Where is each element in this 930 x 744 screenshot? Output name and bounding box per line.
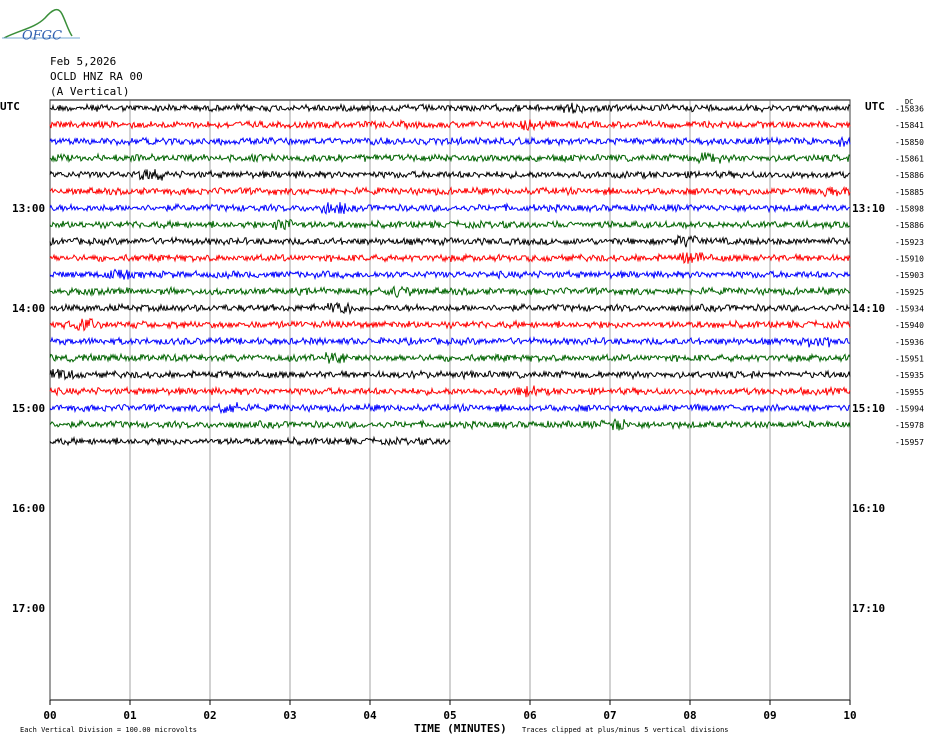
trace bbox=[49, 118, 851, 132]
left-hour-label: 16:00 bbox=[12, 502, 45, 515]
right-hour-label: 17:10 bbox=[852, 602, 885, 615]
left-utc: UTC bbox=[0, 100, 20, 113]
trace bbox=[49, 152, 851, 165]
dc-offset: -15957 bbox=[895, 438, 924, 447]
x-tick-label: 04 bbox=[363, 709, 377, 722]
x-tick-label: 08 bbox=[683, 709, 696, 722]
left-hour-label: 17:00 bbox=[12, 602, 45, 615]
trace bbox=[49, 418, 851, 431]
dc-offset: -15934 bbox=[895, 305, 924, 314]
x-tick-label: 10 bbox=[843, 709, 856, 722]
x-tick-label: 01 bbox=[123, 709, 137, 722]
trace bbox=[49, 102, 851, 115]
dc-offset: -15925 bbox=[895, 288, 924, 297]
trace bbox=[49, 301, 851, 315]
dc-offset: -15850 bbox=[895, 138, 924, 147]
x-tick-label: 07 bbox=[603, 709, 616, 722]
x-tick-label: 09 bbox=[763, 709, 776, 722]
left-hour-label: 13:00 bbox=[12, 202, 45, 215]
right-hour-label: 16:10 bbox=[852, 502, 885, 515]
right-hour-label: 14:10 bbox=[852, 302, 885, 315]
dc-offset: -15935 bbox=[895, 371, 924, 380]
x-axis-label: TIME (MINUTES) bbox=[414, 722, 507, 735]
date: Feb 5,2026 bbox=[50, 55, 116, 68]
x-tick-label: 06 bbox=[523, 709, 537, 722]
left-hour-label: 14:00 bbox=[12, 302, 45, 315]
dc-offset: -15955 bbox=[895, 388, 924, 397]
trace bbox=[49, 385, 851, 398]
dc-offset: -15936 bbox=[895, 338, 924, 347]
trace bbox=[49, 435, 451, 447]
logo-curve bbox=[3, 8, 73, 39]
dc-offset: -15898 bbox=[895, 205, 924, 214]
trace bbox=[49, 285, 851, 299]
right-hour-label: 13:10 bbox=[852, 202, 885, 215]
clip-note: Traces clipped at plus/minus 5 vertical … bbox=[522, 726, 729, 734]
trace bbox=[49, 252, 851, 265]
station: OCLD HNZ RA 00 bbox=[50, 70, 143, 83]
dc-offset: -15886 bbox=[895, 221, 924, 230]
dc-label: DC bbox=[905, 98, 913, 106]
left-hour-label: 15:00 bbox=[12, 402, 45, 415]
x-tick-label: 03 bbox=[283, 709, 296, 722]
logo-text: OFGC bbox=[22, 29, 62, 44]
dc-offset: -15940 bbox=[895, 321, 924, 330]
trace bbox=[50, 335, 851, 348]
dc-offset: -15978 bbox=[895, 421, 924, 430]
dc-offset: -15861 bbox=[895, 155, 924, 164]
trace bbox=[49, 368, 851, 381]
right-hour-label: 15:10 bbox=[852, 402, 885, 415]
trace bbox=[49, 402, 851, 415]
component: (A Vertical) bbox=[50, 85, 129, 98]
x-tick-label: 00 bbox=[43, 709, 56, 722]
dc-offset: -15885 bbox=[895, 188, 924, 197]
dc-offset: -15903 bbox=[895, 271, 924, 280]
x-tick-label: 02 bbox=[203, 709, 216, 722]
trace bbox=[49, 268, 851, 281]
trace bbox=[49, 202, 851, 215]
dc-offset: -15923 bbox=[895, 238, 924, 247]
dc-offset: -15836 bbox=[895, 105, 924, 114]
dc-offset: -15951 bbox=[895, 355, 924, 364]
trace bbox=[49, 352, 851, 364]
x-tick-label: 05 bbox=[443, 709, 456, 722]
trace bbox=[49, 185, 851, 198]
dc-offset: -15886 bbox=[895, 171, 924, 180]
dc-offset: -15910 bbox=[895, 255, 924, 264]
trace bbox=[49, 168, 851, 181]
right-utc: UTC bbox=[865, 100, 885, 113]
trace bbox=[49, 234, 851, 248]
trace bbox=[49, 218, 851, 231]
scale-note: Each Vertical Division = 100.00 microvol… bbox=[20, 726, 197, 734]
dc-offset: -15994 bbox=[895, 405, 924, 414]
logo: OFGC bbox=[2, 8, 80, 44]
trace bbox=[49, 135, 851, 147]
trace bbox=[49, 317, 851, 332]
dc-offset: -15841 bbox=[895, 121, 924, 130]
